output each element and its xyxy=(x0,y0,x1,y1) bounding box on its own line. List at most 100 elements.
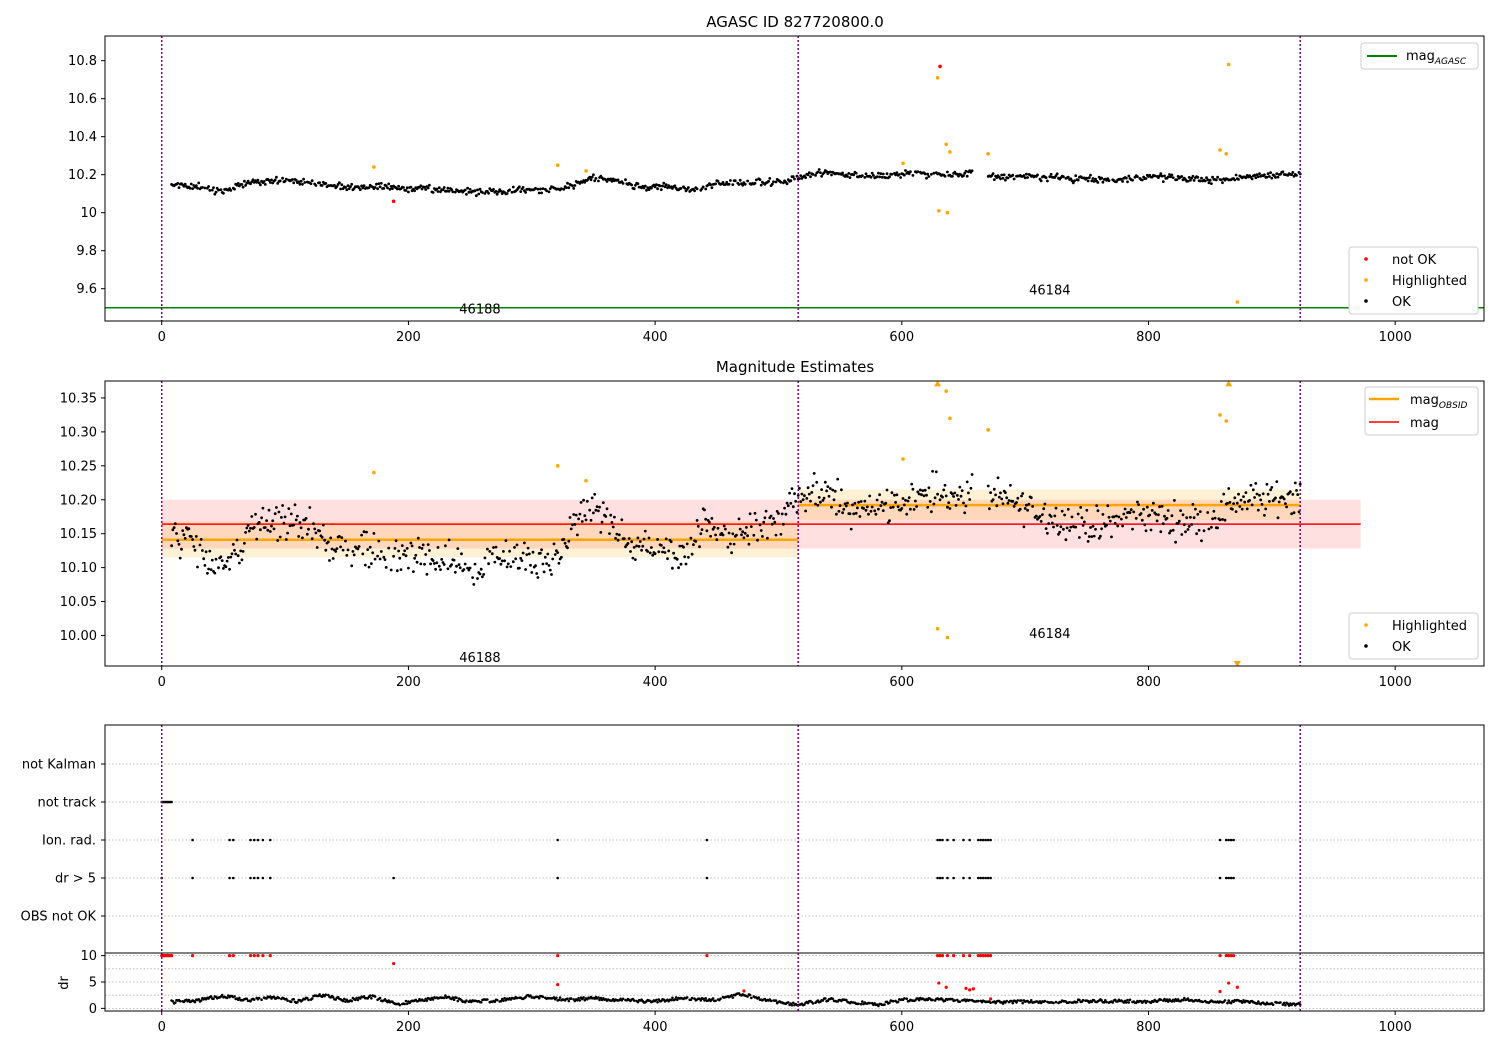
ok-point xyxy=(635,544,638,548)
dr-ok-point xyxy=(1284,1003,1287,1007)
ok-point xyxy=(640,548,643,552)
ok-point xyxy=(626,542,630,545)
flag-point xyxy=(936,876,939,880)
ok-point xyxy=(1002,173,1006,177)
ok-point xyxy=(832,498,836,502)
dr-ok-point xyxy=(1229,1001,1233,1005)
ok-point xyxy=(809,175,812,179)
ok-point xyxy=(493,560,497,564)
flag-point xyxy=(1232,876,1235,880)
dr-flagged-point xyxy=(261,954,265,958)
x-tick-label: 0 xyxy=(158,330,166,345)
ok-point xyxy=(372,532,376,535)
ok-point xyxy=(268,181,272,184)
ok-point xyxy=(483,556,487,560)
ok-point xyxy=(243,179,246,183)
flag-point xyxy=(938,876,942,880)
ok-point xyxy=(191,187,195,191)
ok-point xyxy=(255,537,259,541)
ok-point xyxy=(716,179,720,183)
ok-point xyxy=(247,529,251,533)
ok-point xyxy=(1116,524,1120,528)
ok-point xyxy=(1042,507,1046,511)
legend-top: magAGASC xyxy=(1360,42,1479,70)
dr-ok-point xyxy=(1223,999,1227,1002)
ok-point xyxy=(212,186,215,190)
ok-point xyxy=(245,526,249,530)
ok-point xyxy=(1117,515,1121,519)
ok-point xyxy=(1219,500,1223,503)
ok-point xyxy=(673,184,677,188)
ok-point xyxy=(1039,520,1043,523)
ok-point xyxy=(911,487,915,491)
ok-point xyxy=(893,493,896,497)
ok-point xyxy=(701,185,705,189)
ok-point xyxy=(1254,176,1258,180)
ok-point xyxy=(229,555,233,559)
ok-point xyxy=(219,555,223,559)
ok-point xyxy=(515,543,519,547)
ok-point xyxy=(1253,496,1256,499)
ok-point xyxy=(530,571,534,574)
ok-point xyxy=(800,492,804,496)
ok-point xyxy=(782,522,785,526)
dr-ok-point xyxy=(1146,999,1149,1003)
ok-point xyxy=(650,186,653,190)
ok-point xyxy=(473,189,477,193)
dr-ok-point xyxy=(557,998,561,1002)
ok-point xyxy=(689,536,693,540)
ok-point xyxy=(304,517,308,520)
ok-point xyxy=(1089,173,1092,177)
ok-point xyxy=(210,188,214,192)
ok-point xyxy=(804,509,807,513)
ok-point xyxy=(383,558,387,561)
flag-point xyxy=(170,800,173,804)
ok-point xyxy=(519,556,523,560)
highlighted-point xyxy=(1226,62,1231,67)
ok-point xyxy=(436,190,440,193)
ok-point xyxy=(1158,174,1161,178)
dr-ok-point xyxy=(703,999,706,1002)
ok-point xyxy=(616,178,620,182)
flag-point xyxy=(1224,838,1228,842)
ok-point xyxy=(246,524,250,527)
ok-point xyxy=(378,557,382,561)
dr-ok-point xyxy=(503,996,506,1000)
ok-point xyxy=(198,543,202,547)
ok-point xyxy=(251,178,255,182)
ok-point xyxy=(197,181,201,185)
ok-point xyxy=(509,565,513,568)
ok-point xyxy=(923,488,927,492)
flag-point xyxy=(1227,838,1230,842)
ok-point xyxy=(1285,505,1288,509)
ok-point xyxy=(446,186,450,190)
ok-point xyxy=(1254,482,1258,485)
ok-point xyxy=(695,519,699,522)
ok-point xyxy=(1259,498,1263,502)
ok-point xyxy=(499,562,503,566)
ok-point xyxy=(301,536,304,540)
ok-point xyxy=(424,188,428,191)
ok-point xyxy=(879,172,883,176)
flag-point xyxy=(249,876,252,880)
ok-point xyxy=(848,176,852,180)
ok-point xyxy=(391,187,394,191)
ok-point xyxy=(1218,518,1222,522)
legend-ok: OK xyxy=(1392,295,1411,310)
highlighted-point xyxy=(948,150,952,154)
ok-point xyxy=(414,553,418,557)
ok-point xyxy=(793,492,796,496)
ok-point xyxy=(478,187,482,191)
ok-point xyxy=(553,553,557,556)
ok-point xyxy=(1213,516,1217,520)
ok-point xyxy=(437,186,441,190)
ok-point xyxy=(299,179,303,183)
dr-ok-point xyxy=(212,997,215,1001)
ok-point xyxy=(1180,175,1184,178)
legend-highlighted: Highlighted xyxy=(1392,619,1467,634)
ok-point xyxy=(536,187,540,191)
ok-point xyxy=(384,184,388,188)
dr-ok-point xyxy=(958,1000,962,1003)
ok-point xyxy=(638,540,642,543)
flag-point xyxy=(986,838,990,842)
